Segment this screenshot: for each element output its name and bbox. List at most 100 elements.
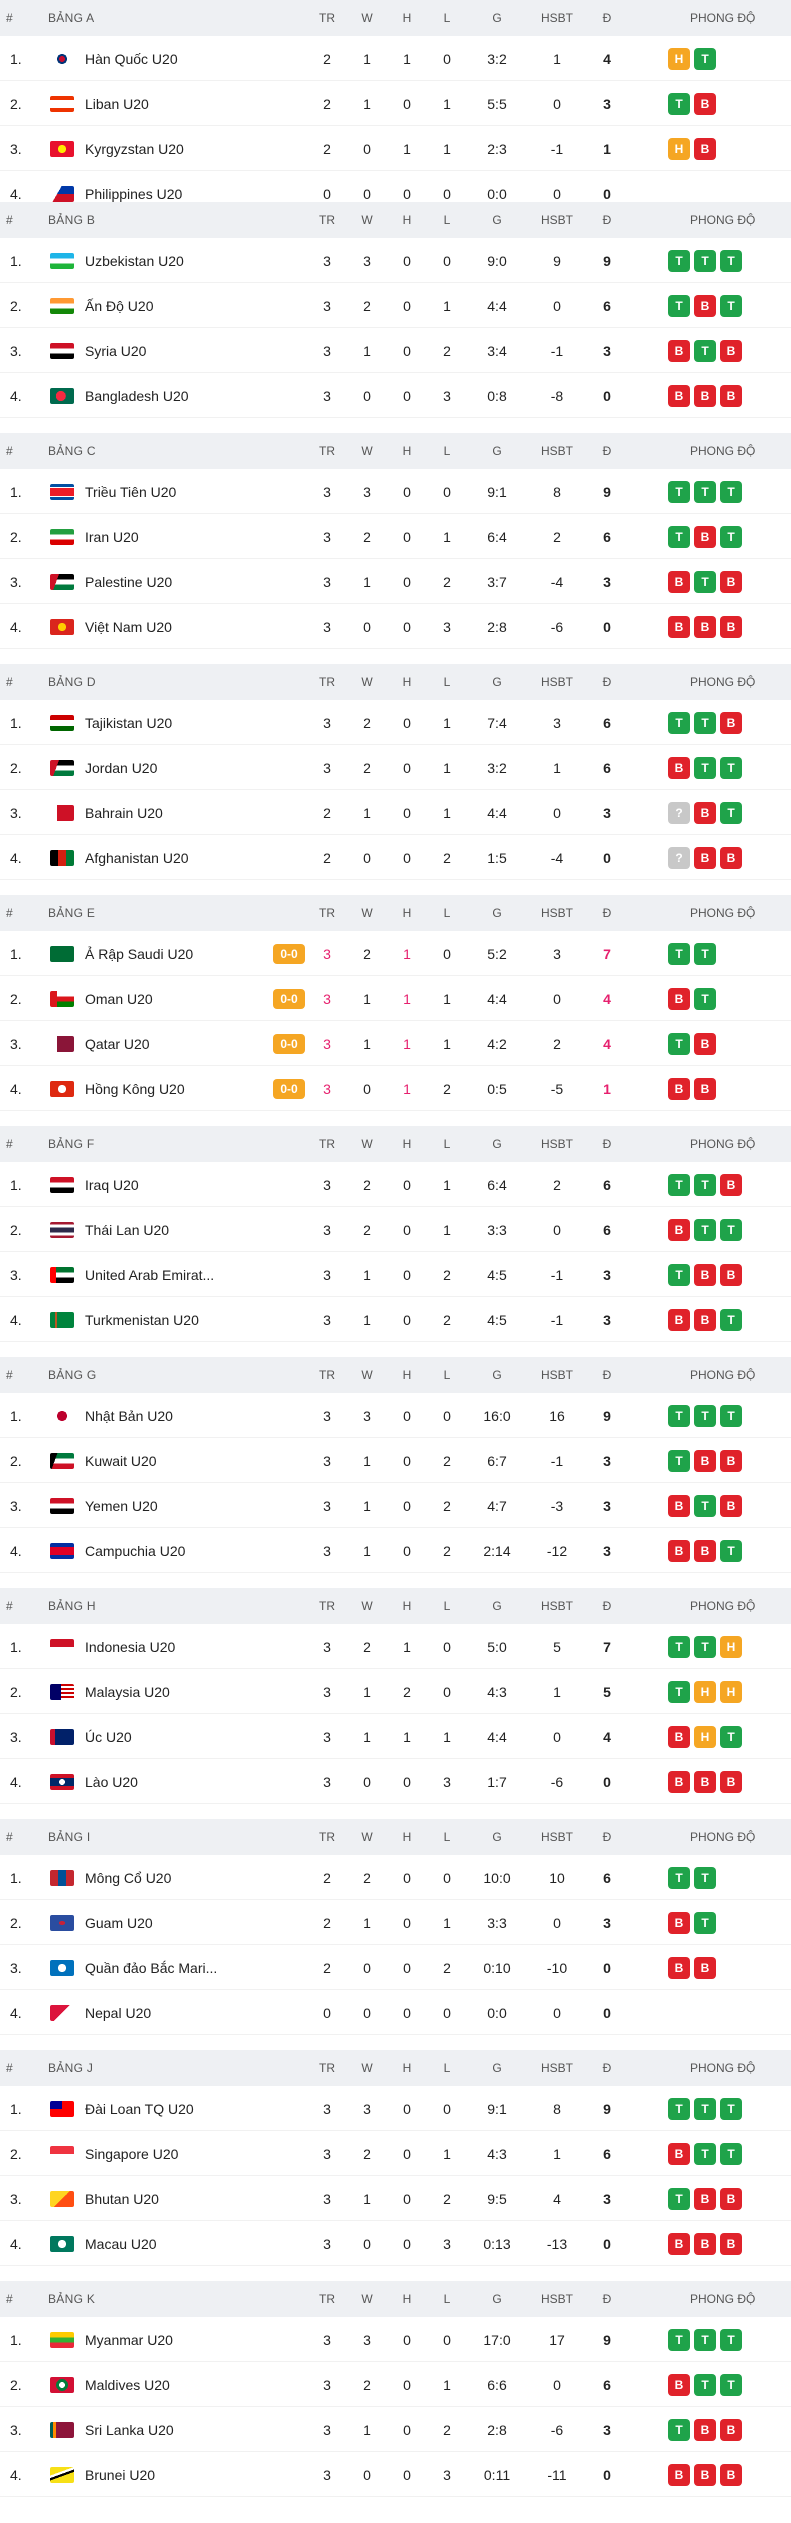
form-chip-h[interactable]: H — [668, 137, 690, 160]
table-row[interactable]: 4. Afghanistan U20 2 0 0 2 1:5 -4 0? B B — [0, 835, 791, 880]
form-chip-b[interactable]: B — [694, 137, 716, 160]
form-chip-t[interactable]: T — [668, 1680, 690, 1703]
form-chip-b[interactable]: B — [694, 2232, 716, 2255]
team-name[interactable]: United Arab Emirat... — [85, 1266, 215, 1283]
team-name[interactable]: Bhutan U20 — [85, 2190, 159, 2207]
form-chip-b[interactable]: B — [668, 615, 690, 638]
table-row[interactable]: 1. Tajikistan U20 3 2 0 1 7:4 3 6 T T B — [0, 700, 791, 745]
team-name[interactable]: Qatar U20 — [85, 1035, 150, 1052]
table-row[interactable]: 1. Đài Loan TQ U20 3 3 0 0 9:1 8 9 T T T — [0, 2086, 791, 2131]
form-chip-b[interactable]: B — [668, 2142, 690, 2165]
form-chip-t[interactable]: T — [720, 2097, 742, 2120]
form-chip-t[interactable]: T — [668, 1263, 690, 1286]
table-row[interactable]: 3. Bahrain U20 2 1 0 1 4:4 0 3? B T — [0, 790, 791, 835]
team-name[interactable]: Nepal U20 — [85, 2004, 152, 2021]
form-chip-b[interactable]: B — [694, 801, 716, 824]
team-name[interactable]: Campuchia U20 — [85, 1542, 186, 1559]
form-chip-b[interactable]: B — [668, 1218, 690, 1241]
table-row[interactable]: 3. Palestine U20 3 1 0 2 3:7 -4 3 B T B — [0, 559, 791, 604]
team-name[interactable]: Việt Nam U20 — [85, 618, 172, 635]
form-chip-t[interactable]: T — [694, 711, 716, 734]
team-name[interactable]: Ả Rập Saudi U20 — [85, 945, 194, 962]
form-chip-b[interactable]: B — [668, 756, 690, 779]
team-name[interactable]: Myanmar U20 — [85, 2331, 173, 2348]
form-chip-h[interactable]: H — [694, 1725, 716, 1748]
form-chip-b[interactable]: B — [694, 1308, 716, 1331]
table-row[interactable]: 1. Mông Cổ U20 2 2 0 0 10:0 10 6 T T — [0, 1855, 791, 1900]
form-chip-t[interactable]: T — [694, 480, 716, 503]
form-chip-t[interactable]: T — [668, 1032, 690, 1055]
form-chip-t[interactable]: T — [694, 47, 716, 70]
form-chip-b[interactable]: B — [668, 1911, 690, 1934]
form-chip-t[interactable]: T — [694, 1866, 716, 1889]
form-chip-t[interactable]: T — [694, 1635, 716, 1658]
form-chip-b[interactable]: B — [668, 1077, 690, 1100]
form-chip-t[interactable]: T — [720, 525, 742, 548]
form-chip-h[interactable]: H — [720, 1680, 742, 1703]
table-row[interactable]: 3. Quần đảo Bắc Mari... 2 0 0 2 0:10 -10 0 B B — [0, 1945, 791, 1990]
form-chip-b[interactable]: B — [668, 1956, 690, 1979]
table-row[interactable]: 3. United Arab Emirat... 3 1 0 2 4:5 -1 3 T B B — [0, 1252, 791, 1297]
team-name[interactable]: Tajikistan U20 — [85, 714, 173, 731]
form-chip-b[interactable]: B — [720, 2232, 742, 2255]
team-name[interactable]: Maldives U20 — [85, 2376, 170, 2393]
team-name[interactable]: Thái Lan U20 — [85, 1221, 170, 1238]
team-name[interactable]: Malaysia U20 — [85, 1683, 170, 1700]
table-row[interactable]: 4. Lào U20 3 0 0 3 1:7 -6 0 B B B — [0, 1759, 791, 1804]
form-chip-b[interactable]: B — [694, 92, 716, 115]
form-chip-b[interactable]: B — [668, 339, 690, 362]
table-row[interactable]: 4. Macau U20 3 0 0 3 0:13 -13 0 B B B — [0, 2221, 791, 2266]
form-chip-t[interactable]: T — [694, 1404, 716, 1427]
table-row[interactable]: 1. Iraq U20 3 2 0 1 6:4 2 6 T T B — [0, 1162, 791, 1207]
form-chip-t[interactable]: T — [694, 2373, 716, 2396]
form-chip-b[interactable]: B — [720, 2418, 742, 2441]
table-row[interactable]: 4. Hồng Kông U20 0-0 3 0 1 2 0:5 -5 1 B B — [0, 1066, 791, 1111]
form-chip-b[interactable]: B — [694, 525, 716, 548]
table-row[interactable]: 4. Turkmenistan U20 3 1 0 2 4:5 -1 3 B B T — [0, 1297, 791, 1342]
team-name[interactable]: Nhật Bản U20 — [85, 1407, 173, 1424]
table-row[interactable]: 2. Singapore U20 3 2 0 1 4:3 1 6 B T T — [0, 2131, 791, 2176]
form-chip-h[interactable]: H — [694, 1680, 716, 1703]
form-chip-b[interactable]: B — [720, 1770, 742, 1793]
form-chip-b[interactable]: B — [720, 711, 742, 734]
form-chip-b[interactable]: B — [694, 1956, 716, 1979]
form-chip-t[interactable]: T — [668, 711, 690, 734]
form-chip-b[interactable]: B — [668, 987, 690, 1010]
form-chip-b[interactable]: B — [668, 2463, 690, 2486]
table-row[interactable]: 2. Ấn Độ U20 3 2 0 1 4:4 0 6 T B T — [0, 283, 791, 328]
form-chip-b[interactable]: B — [694, 2463, 716, 2486]
form-chip-b[interactable]: B — [668, 1539, 690, 1562]
form-chip-t[interactable]: T — [668, 1449, 690, 1472]
team-name[interactable]: Iraq U20 — [85, 1176, 139, 1193]
team-name[interactable]: Syria U20 — [85, 342, 147, 359]
form-chip-b[interactable]: B — [694, 615, 716, 638]
table-row[interactable]: 4. Nepal U20 0 0 0 0 0:0 0 0 — [0, 1990, 791, 2035]
form-chip-t[interactable]: T — [668, 92, 690, 115]
form-chip-b[interactable]: B — [694, 1077, 716, 1100]
team-name[interactable]: Mông Cổ U20 — [85, 1869, 172, 1886]
form-chip-t[interactable]: T — [694, 1494, 716, 1517]
team-name[interactable]: Úc U20 — [85, 1728, 132, 1745]
form-chip-t[interactable]: T — [720, 1218, 742, 1241]
team-name[interactable]: Oman U20 — [85, 990, 153, 1007]
team-name[interactable]: Iran U20 — [85, 528, 139, 545]
team-name[interactable]: Kuwait U20 — [85, 1452, 157, 1469]
team-name[interactable]: Lào U20 — [85, 1773, 138, 1790]
form-chip-b[interactable]: B — [694, 846, 716, 869]
form-chip-b[interactable]: B — [720, 1173, 742, 1196]
table-row[interactable]: 3. Syria U20 3 1 0 2 3:4 -1 3 B T B — [0, 328, 791, 373]
form-chip-b[interactable]: B — [720, 615, 742, 638]
form-chip-b[interactable]: B — [720, 2187, 742, 2210]
form-chip-b[interactable]: B — [668, 570, 690, 593]
form-chip-b[interactable]: B — [720, 2463, 742, 2486]
team-name[interactable]: Hàn Quốc U20 — [85, 50, 178, 67]
table-row[interactable]: 3. Yemen U20 3 1 0 2 4:7 -3 3 B T B — [0, 1483, 791, 1528]
team-name[interactable]: Bangladesh U20 — [85, 387, 189, 404]
table-row[interactable]: 4. Bangladesh U20 3 0 0 3 0:8 -8 0 B B B — [0, 373, 791, 418]
form-chip-t[interactable]: T — [668, 480, 690, 503]
team-name[interactable]: Hồng Kông U20 — [85, 1080, 185, 1097]
live-score-badge[interactable]: 0-0 — [273, 1033, 305, 1054]
form-chip-b[interactable]: B — [720, 570, 742, 593]
form-chip-t[interactable]: T — [720, 1725, 742, 1748]
form-chip-t[interactable]: T — [720, 1404, 742, 1427]
